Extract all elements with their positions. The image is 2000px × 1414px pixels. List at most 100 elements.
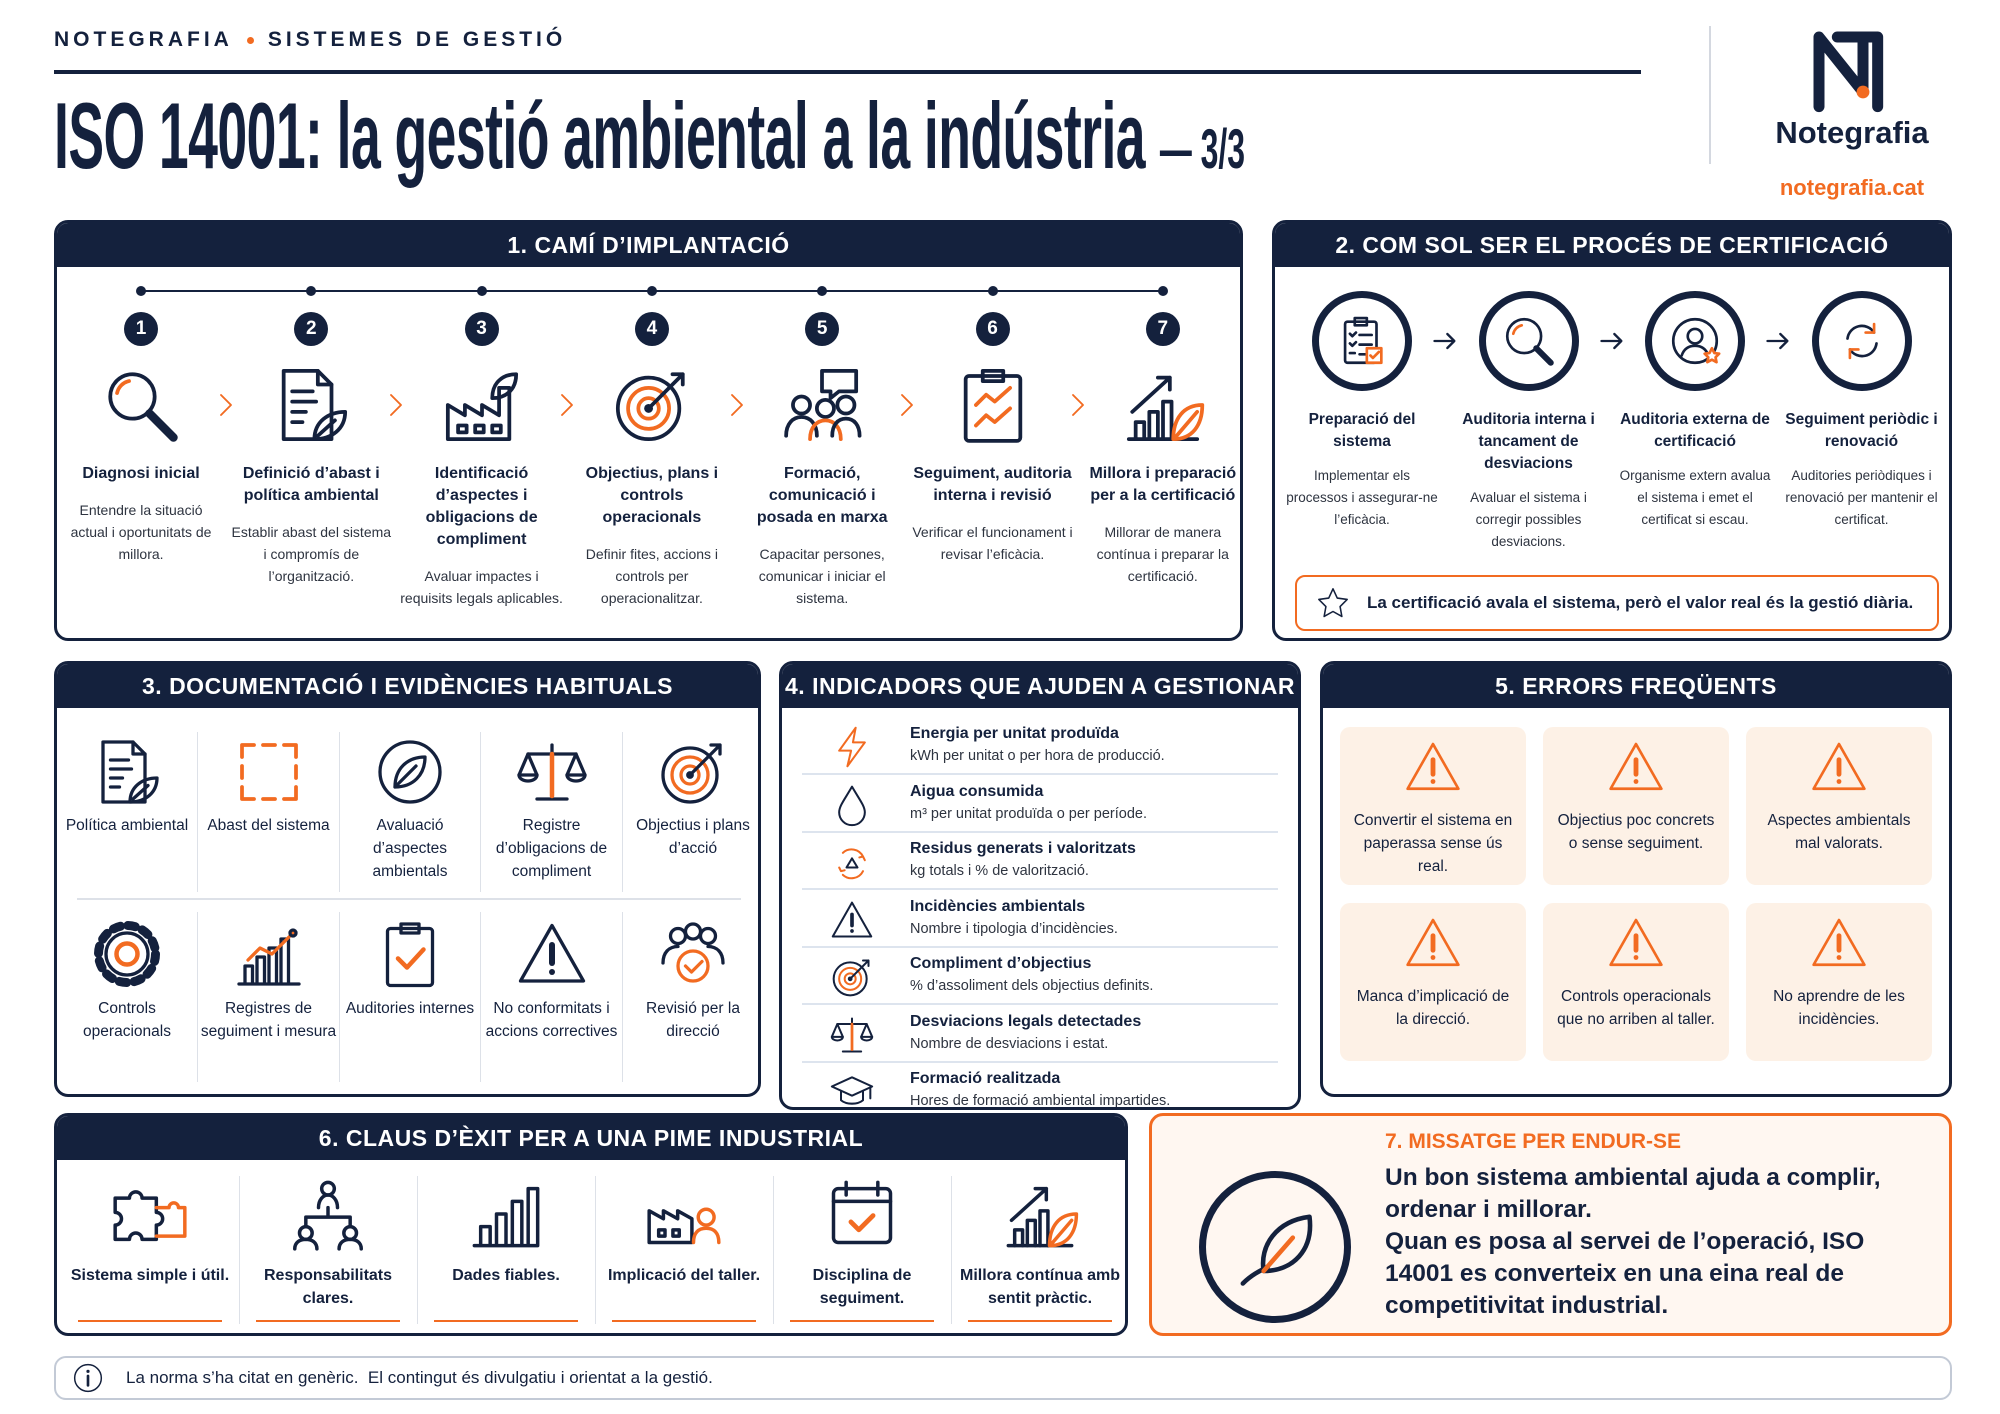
step-title: Diagnosi inicial [82,465,200,482]
icon [236,928,301,986]
underline [790,1320,934,1322]
icon [1599,332,1622,350]
implementation: 1. CAMÍ D’IMPLANTACIÓ 1 Diagnosi inicial En… [54,220,1243,641]
error-card: Controls operacionals que no arriben al … [1543,903,1729,1061]
step-title: Auditoria interna i tancament de desviac… [1462,411,1595,472]
success: 6. CLAUS D’ÈXIT PER A UNA PIME INDUSTRIA… [54,1113,1128,1336]
underline [434,1320,578,1322]
title-part: — 3/3 [1159,117,1245,180]
item-label: Auditories internes [345,1000,475,1017]
icon [560,394,573,416]
icon [784,368,862,442]
divider [951,1176,952,1324]
icon [518,923,585,983]
key-label: Millora contínua amb sentit pràctic. [960,1267,1121,1307]
icon [1812,742,1866,791]
icon [516,743,587,801]
icon [830,1076,874,1105]
step-text: Avaluar el sistema i corregir possibles … [1470,490,1587,549]
indicator-title: Desviacions legals detectades [910,1012,1142,1030]
icon [1343,316,1383,365]
step: Seguiment, auditoria interna i revisió Ve… [911,463,1075,565]
step-title: Seguiment, auditoria interna i revisió [913,465,1072,504]
step-text: Implementar els processos i assegurar-ne… [1286,468,1438,527]
item-label: Avaluació d’aspectes ambientals [372,817,448,880]
key-label: Sistema simple i útil. [70,1267,230,1284]
icon [1845,322,1878,360]
icon [901,394,914,416]
timeline-dot [306,286,317,296]
icon [1609,742,1663,791]
message-body: Un bon sistema ambiental ajuda a complir… [1385,1162,1905,1322]
step-circle [1811,291,1912,391]
message: 7. MISSATGE PER ENDUR-SE Un bon sistema a… [1149,1113,1952,1336]
step-number: 4 [634,312,669,346]
icon [73,1363,103,1393]
step: Objectius, plans i controls operacionals… [570,463,734,609]
underline [256,1320,400,1322]
underline [612,1320,756,1322]
item-label: Objectius i plans d’acció [636,817,750,857]
icon [1813,31,1884,113]
divider [621,732,623,892]
icon [390,394,403,416]
divider [338,912,340,1082]
divider [773,1176,774,1324]
icon [472,1186,540,1248]
separator-dot [246,36,254,44]
divider [417,1176,418,1324]
icon [832,959,870,997]
step: Auditoria externa de certificació Organis… [1617,409,1773,531]
error-card: No aprendre de les incidències. [1746,903,1932,1061]
key-label: Disciplina de seguiment. [812,1267,912,1307]
error-card: Aspectes ambientals mal valorats. [1746,727,1932,885]
step-title: Auditoria externa de certificació [1620,411,1770,450]
icon [220,394,232,416]
icon [1318,588,1348,618]
indicators: 4. INDICADORS QUE AJUDEN A GESTIONAR Ener… [779,661,1301,1110]
item-label: Registres de seguiment i mesura [200,1000,337,1040]
indicator-text: Hores de formació ambiental impartides. [910,1093,1171,1109]
icon [293,1180,363,1251]
icon [615,372,685,442]
timeline-dot [817,286,828,296]
icon [1406,918,1460,967]
step-circle [1645,291,1745,391]
icon [1812,918,1866,967]
error-text: Manca d’implicació de la direcció. [1356,988,1510,1028]
icon [831,901,873,938]
footer-text: La norma s’ha citat en genèric. El conti… [126,1368,713,1387]
error-card: Objectius poc concrets o sense seguiment… [1543,727,1729,885]
error-text: Controls operacionals que no arriben al … [1557,988,1715,1028]
note-text: La certificació avala el sistema, però e… [1367,593,1914,612]
timeline-dot [476,286,487,296]
icon [838,785,866,826]
icon [838,848,866,880]
icon [1671,317,1721,365]
icon [830,1016,874,1053]
title-row: ISO 14001: la gestió ambiental a la indú… [54,82,1245,190]
section-title: 2. COM SOL SER EL PROCÉS DE CERTIFICACIÓ [1275,223,1949,267]
divider [77,898,741,900]
step: Definició d’abast i política ambiental Es… [229,463,393,587]
documentation: 3. DOCUMENTACIÓ I EVIDÈNCIES HABITUALS Po… [54,661,761,1097]
message-title: 7. MISSATGE PER ENDUR-SE [1385,1130,1681,1153]
divider [595,1176,596,1324]
icon [1433,332,1456,350]
indicator-text: m³ per unitat produïda o per període. [910,805,1147,822]
step-number: 6 [975,312,1010,346]
divider [802,945,1278,948]
indicator-title: Formació realitzada [910,1070,1061,1087]
brand-section: SISTEMES DE GESTIÓ [267,28,567,51]
icon [94,921,160,987]
icon [1240,1214,1313,1286]
step: Formació, comunicació i posada en marxa C… [740,463,904,609]
divider [197,912,198,1082]
icon [1006,1186,1079,1248]
header-rule [54,70,1641,74]
indicator-title: Residus generats i valoritzats [910,840,1136,857]
icon [101,740,159,804]
step: Preparació del sistema Implementar els pr… [1284,409,1440,531]
indicator-text: kWh per unitat o per hora de producció. [910,748,1165,764]
